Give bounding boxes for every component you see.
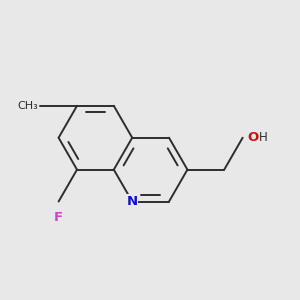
Text: N: N — [127, 195, 138, 208]
Text: CH₃: CH₃ — [17, 101, 38, 111]
Text: F: F — [54, 211, 63, 224]
Text: O: O — [248, 131, 259, 144]
Text: H: H — [259, 131, 267, 144]
